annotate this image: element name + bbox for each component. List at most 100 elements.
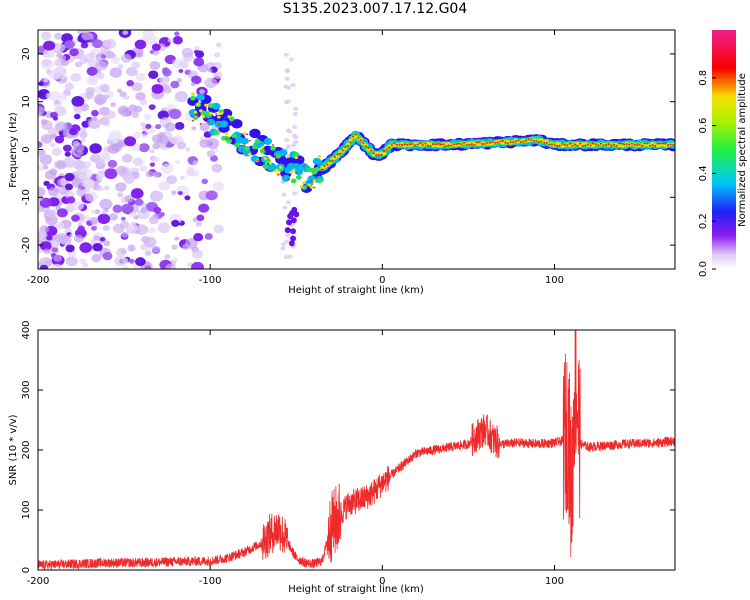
heatmap-ridge-cell	[231, 119, 243, 129]
heatmap-cell	[204, 233, 213, 240]
heatmap-cell	[285, 200, 291, 205]
heatmap-ridge-cell	[574, 143, 577, 146]
heatmap-cell	[121, 216, 126, 221]
heatmap-ridge-cell	[336, 153, 339, 156]
heatmap-cell	[43, 48, 56, 59]
heatmap-cell	[72, 140, 80, 147]
heatmap-ridge-cell	[248, 139, 251, 142]
heatmap-cell	[90, 209, 96, 214]
heatmap-ridge-cell	[444, 145, 448, 148]
heatmap-cell	[168, 137, 176, 143]
colorbar-gradient	[712, 30, 736, 269]
heatmap-cell	[39, 264, 49, 269]
heatmap-cell	[152, 142, 160, 150]
heatmap-ridge-cell	[638, 143, 641, 146]
heatmap-cell	[291, 133, 297, 138]
heatmap-ridge-cell	[599, 142, 603, 145]
y-tick-label: 300	[21, 380, 32, 399]
snr-panel: -200 -100 0 100 0 100 200 300 400 Height of str…	[8, 320, 676, 595]
heatmap-ridge-cell	[522, 140, 525, 143]
heatmap-cell	[40, 119, 48, 125]
heatmap-cell	[284, 227, 291, 234]
heatmap-cell	[151, 83, 164, 94]
heatmap-ridge-cell	[432, 143, 435, 146]
heatmap-cell	[139, 99, 148, 105]
heatmap-cell	[184, 195, 191, 201]
heatmap-ridge-cell	[224, 132, 229, 136]
heatmap-cell	[103, 240, 111, 247]
heatmap-cell	[121, 257, 129, 264]
heatmap-cell	[106, 110, 117, 119]
heatmap-cell	[292, 125, 298, 130]
heatmap-cell	[196, 214, 205, 222]
heatmap-ridge-cell	[204, 103, 208, 107]
heatmap-ridge-cell	[463, 141, 466, 144]
heatmap-ridge-cell	[370, 149, 373, 152]
heatmap-cell	[194, 46, 200, 51]
heatmap-cell	[149, 149, 155, 154]
heatmap-cell	[74, 234, 84, 243]
heatmap-ridge-cell	[315, 176, 318, 179]
heatmap-ridge-cell	[377, 153, 380, 156]
heatmap-cell	[285, 233, 291, 238]
heatmap-cell	[77, 225, 85, 232]
heatmap-cell	[291, 143, 297, 148]
heatmap-cell	[64, 183, 73, 191]
heatmap-cell	[89, 216, 99, 225]
heatmap-cell	[286, 85, 292, 90]
heatmap-ridge-cell	[307, 183, 311, 187]
heatmap-cell	[171, 244, 178, 250]
heatmap-ridge-cell	[208, 103, 214, 109]
heatmap-cell	[211, 163, 223, 173]
heatmap-cell	[121, 203, 134, 214]
heatmap-ridge-cell	[623, 143, 626, 146]
heatmap-ridge-cell	[382, 152, 387, 156]
heatmap-ridge-cell	[225, 138, 228, 140]
heatmap-cell	[73, 113, 81, 120]
heatmap-ridge-cell	[273, 169, 278, 173]
heatmap-cell	[95, 60, 108, 71]
heatmap-ridge-cell	[400, 141, 405, 146]
heatmap-ridge-cell	[295, 172, 298, 175]
heatmap-cell	[73, 106, 83, 114]
heatmap-cell	[284, 239, 290, 244]
heatmap-ridge-cell	[259, 148, 266, 154]
heatmap-cell	[41, 59, 54, 70]
heatmap-cell	[101, 54, 106, 59]
heatmap-cell	[290, 228, 297, 235]
heatmap-cell	[144, 265, 152, 269]
heatmap-cell	[116, 88, 122, 93]
heatmap-ridge-cell	[331, 159, 334, 162]
heatmap-ridge-cell	[204, 117, 207, 120]
heatmap-cell	[69, 233, 75, 238]
heatmap-cell	[43, 40, 56, 51]
heatmap-cell	[133, 131, 142, 139]
heatmap-ridge-cell	[419, 142, 422, 145]
heatmap-cell	[124, 194, 134, 203]
heatmap-ridge-cell	[310, 180, 313, 182]
heatmap-ridge-cell	[625, 143, 628, 145]
heatmap-ridge-cell	[194, 113, 197, 116]
heatmap-cell	[95, 72, 105, 80]
heatmap-ridge-cell	[426, 144, 430, 147]
y-tick-label: 100	[21, 500, 32, 519]
heatmap-cell	[286, 219, 293, 226]
heatmap-cell	[48, 68, 62, 80]
heatmap-cell	[68, 127, 78, 136]
heatmap-ridge-cell	[309, 185, 314, 189]
heatmap-ridge-cell	[287, 178, 290, 181]
heatmap-ridge-cell	[512, 141, 515, 143]
heatmap-ridge-cell	[524, 139, 528, 142]
heatmap-cell	[71, 95, 85, 107]
heatmap-ridge-cell	[473, 144, 476, 146]
heatmap-ridge-cell	[537, 140, 541, 143]
heatmap-cell	[141, 235, 150, 244]
heatmap-cell	[93, 181, 99, 187]
heatmap-ridge-cell	[591, 144, 596, 148]
heatmap-cell	[115, 182, 127, 192]
heatmap-cell	[54, 221, 65, 230]
colorbar-tick-label: 0.8	[698, 70, 709, 86]
heatmap-cell	[148, 227, 156, 234]
heatmap-cell	[148, 215, 159, 225]
heatmap-ridge-cell	[421, 144, 424, 146]
